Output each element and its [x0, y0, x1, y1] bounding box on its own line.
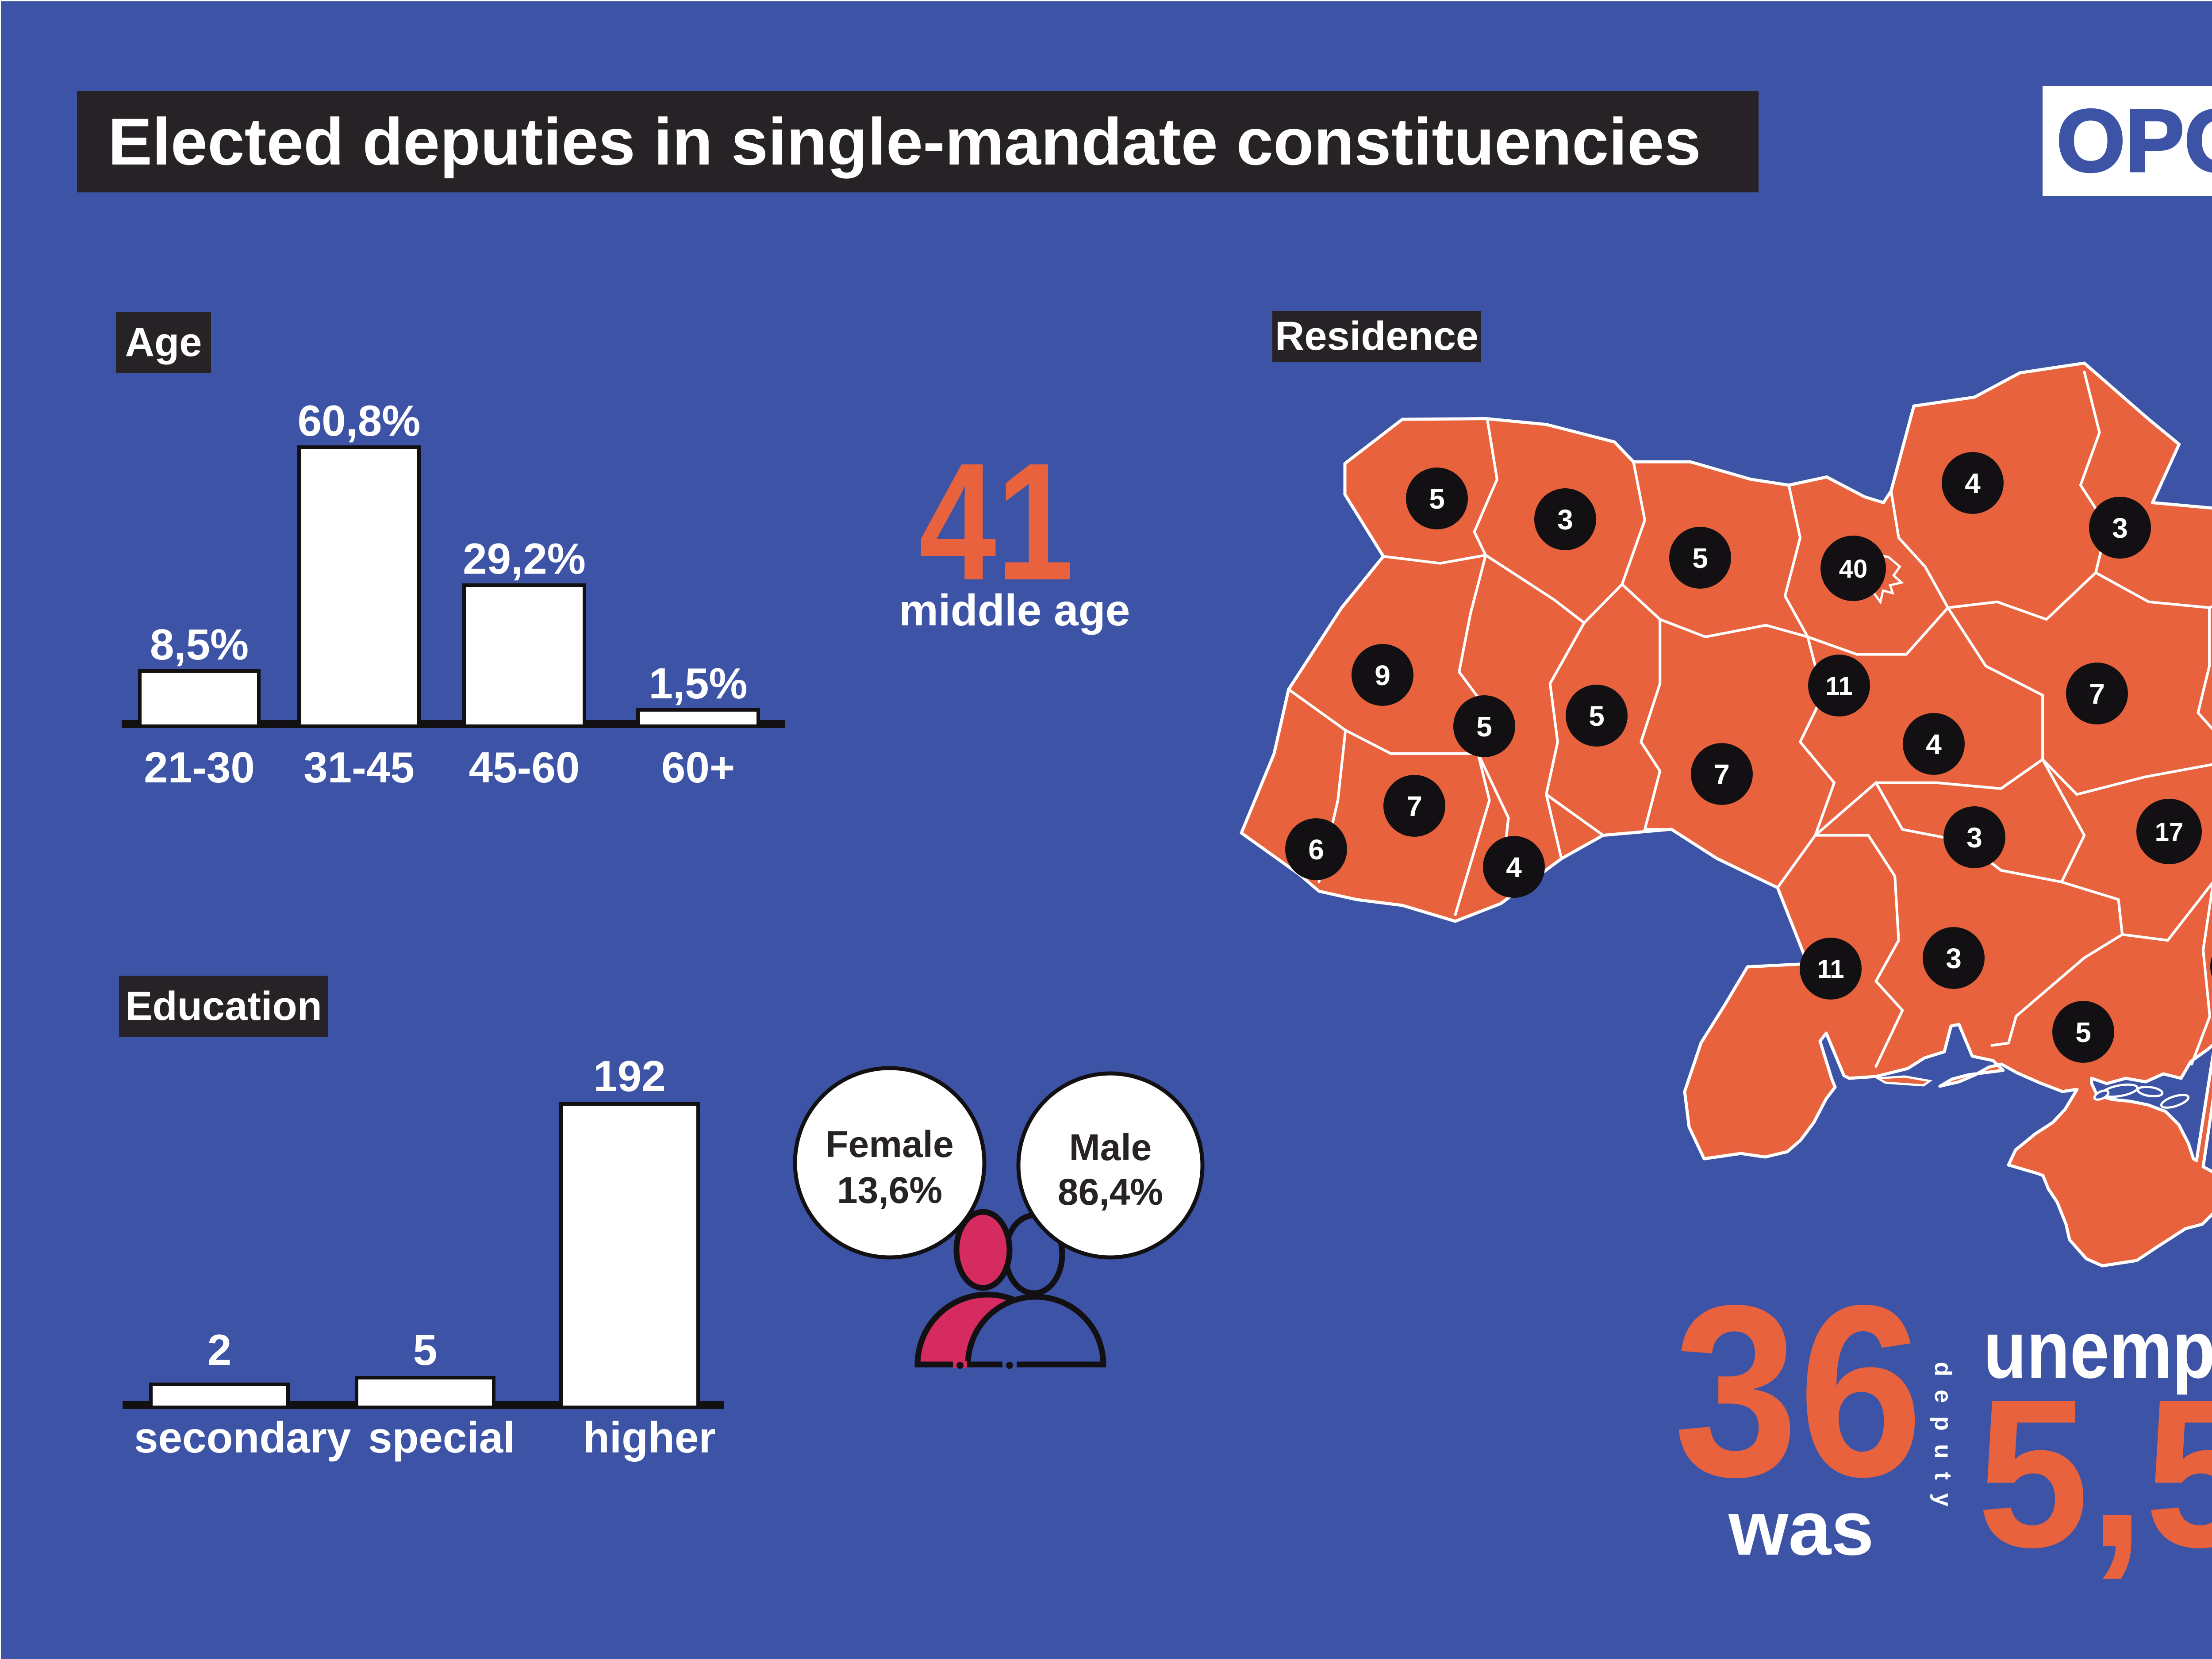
svg-text:6: 6: [1308, 834, 1324, 866]
svg-text:7: 7: [1714, 759, 1730, 790]
svg-text:13,6%: 13,6%: [837, 1169, 942, 1211]
svg-text:5: 5: [1589, 700, 1605, 732]
svg-text:5: 5: [2075, 1016, 2091, 1048]
svg-text:17: 17: [2155, 818, 2184, 847]
svg-text:11: 11: [1825, 672, 1852, 701]
svg-text:5: 5: [1692, 542, 1708, 574]
svg-text:5: 5: [1429, 483, 1445, 515]
svg-text:3: 3: [1557, 504, 1573, 536]
svg-text:Male: Male: [1069, 1126, 1152, 1168]
svg-text:7: 7: [1406, 790, 1422, 822]
svg-text:9: 9: [1375, 659, 1390, 691]
svg-text:3: 3: [2112, 512, 2128, 544]
svg-text:3: 3: [1946, 943, 1962, 974]
svg-text:7: 7: [2089, 678, 2105, 710]
svg-text:40: 40: [1839, 555, 1868, 583]
svg-text:4: 4: [1506, 851, 1522, 883]
svg-text:4: 4: [1965, 467, 1981, 499]
svg-text:86,4%: 86,4%: [1058, 1171, 1163, 1213]
svg-text:11: 11: [1817, 955, 1844, 984]
svg-text:Female: Female: [826, 1123, 954, 1165]
svg-text:3: 3: [1966, 822, 1982, 854]
svg-text:4: 4: [1926, 728, 1942, 760]
svg-text:5: 5: [1476, 711, 1492, 743]
